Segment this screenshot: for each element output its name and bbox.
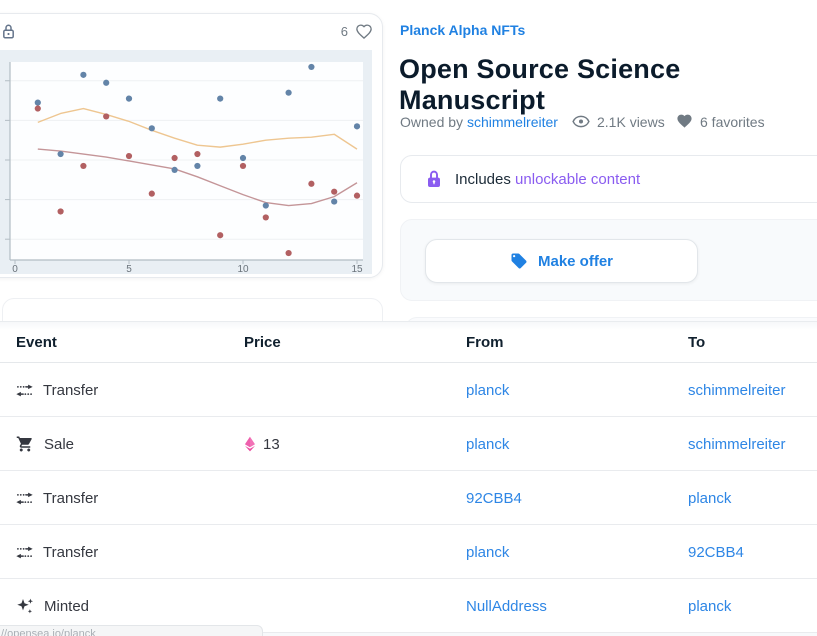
lock-purple-icon [425, 169, 443, 190]
owned-by-text: Owned by schimmelreiter [400, 114, 558, 130]
make-offer-label: Make offer [537, 252, 614, 270]
to-link[interactable]: schimmelreiter [688, 381, 786, 399]
cart-icon [16, 435, 34, 453]
transfer-icon [16, 544, 33, 561]
table-bottom-strip [0, 633, 817, 636]
to-link[interactable]: planck [688, 597, 732, 615]
transfer-icon [16, 382, 33, 399]
heart-filled-icon [676, 113, 693, 129]
event-label: Transfer [43, 489, 99, 507]
link-preview-tooltip: //opensea.io/planck [0, 625, 263, 636]
nft-media-card[interactable]: 6 0 5 10 15 [0, 13, 383, 278]
to-link[interactable]: planck [688, 489, 732, 507]
from-link[interactable]: NullAddress [466, 597, 547, 615]
make-offer-button[interactable]: Make offer [425, 239, 698, 283]
price-value: 13 [263, 435, 280, 453]
unlockable-content-box: Includes unlockable content [400, 155, 817, 203]
to-link[interactable]: schimmelreiter [688, 435, 786, 453]
from-link[interactable]: planck [466, 543, 510, 561]
unlockable-content-link[interactable]: unlockable content [515, 170, 641, 188]
price-cell: 13 [244, 417, 280, 471]
table-row: Minted NullAddress planck [0, 579, 817, 633]
from-link[interactable]: planck [466, 435, 510, 453]
transfer-icon [16, 490, 33, 507]
event-label: Sale [44, 435, 75, 453]
item-activity-table: Event Price From To Transfer [0, 321, 817, 636]
favorites-count: 6 favorites [700, 114, 765, 130]
favorite-count: 6 [340, 24, 348, 39]
event-label: Transfer [43, 381, 99, 399]
event-label: Transfer [43, 543, 99, 561]
page-title: Open Source Science Manuscript [399, 54, 681, 115]
owner-link[interactable]: schimmelreiter [466, 114, 558, 130]
heart-outline-icon[interactable] [355, 23, 373, 40]
column-header-to: To [688, 334, 706, 351]
nft-chart-image: 0 5 10 15 [0, 50, 372, 274]
table-top-fade [0, 322, 817, 330]
sparkles-icon [16, 597, 34, 615]
table-row: Transfer planck 92CBB4 [0, 525, 817, 579]
table-header-row: Event Price From To [0, 322, 817, 363]
column-header-price: Price [244, 334, 281, 351]
svg-text:5: 5 [126, 264, 132, 274]
table-row: Sale 13 planck schimmelreiter [0, 417, 817, 471]
from-link[interactable]: 92CBB4 [466, 489, 522, 507]
tag-icon [510, 252, 528, 270]
owner-row: Owned by schimmelreiter 2.1K views 6 fav… [400, 112, 817, 132]
event-label: Minted [44, 597, 90, 615]
views-count: 2.1K views [597, 114, 665, 130]
table-row: Transfer planck schimmelreiter [0, 363, 817, 417]
media-card-header: 6 [0, 14, 382, 50]
lock-icon [1, 23, 16, 40]
column-header-from: From [466, 334, 504, 351]
collection-link[interactable]: Planck Alpha NFTs [400, 22, 526, 38]
unlockable-text: Includes unlockable content [455, 170, 641, 188]
from-link[interactable]: planck [466, 381, 510, 399]
favorite-badge: 6 [341, 23, 373, 40]
svg-text:10: 10 [237, 264, 249, 274]
svg-text:0: 0 [12, 264, 18, 274]
column-header-event: Event [16, 334, 57, 351]
to-link[interactable]: 92CBB4 [688, 543, 744, 561]
table-row: Transfer 92CBB4 planck [0, 471, 817, 525]
offer-panel: Make offer [400, 219, 817, 301]
svg-text:15: 15 [351, 264, 363, 274]
eye-icon [572, 114, 590, 129]
eth-pink-icon [244, 436, 256, 452]
